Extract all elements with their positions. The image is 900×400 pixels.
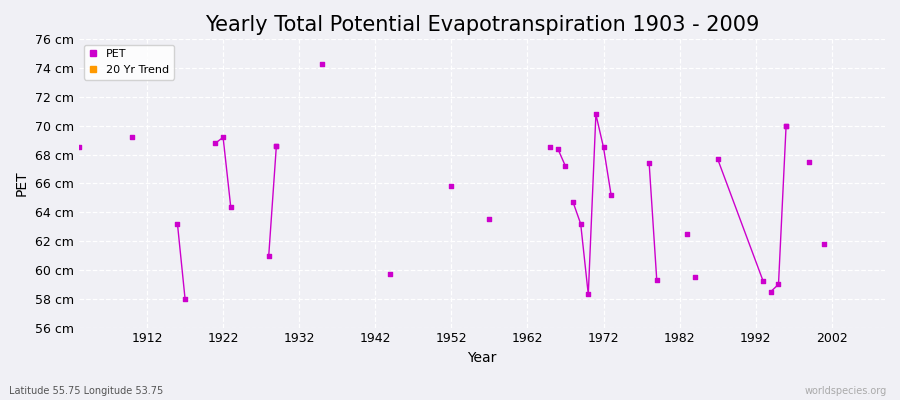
Point [802,159,816,165]
Point [551,146,565,152]
Point [642,160,656,166]
Point [216,134,230,140]
X-axis label: Year: Year [467,351,497,365]
Point [208,140,222,146]
Point [269,143,284,149]
Point [124,134,139,140]
Point [680,231,695,237]
Point [269,143,284,149]
Title: Yearly Total Potential Evapotranspiration 1903 - 2009: Yearly Total Potential Evapotranspiratio… [204,15,759,35]
Point [573,221,588,227]
Legend: PET, 20 Yr Trend: PET, 20 Yr Trend [84,45,174,80]
Point [817,241,832,247]
Point [566,199,580,205]
Text: worldspecies.org: worldspecies.org [805,386,886,396]
Point [178,296,193,302]
Point [710,156,724,162]
Point [262,252,276,259]
Point [756,278,770,285]
Point [764,288,778,295]
Point [482,216,497,223]
Point [688,274,702,280]
Point [778,123,793,129]
Point [383,271,398,278]
Point [558,163,572,169]
Y-axis label: PET: PET [15,171,29,196]
Point [581,291,596,298]
Point [597,144,611,151]
Point [778,123,793,129]
Point [71,144,86,151]
Text: Latitude 55.75 Longitude 53.75: Latitude 55.75 Longitude 53.75 [9,386,163,396]
Point [223,203,238,210]
Point [444,183,458,190]
Point [170,221,184,227]
Point [771,281,786,288]
Point [650,277,664,283]
Point [543,144,557,151]
Point [589,111,603,118]
Point [315,61,329,67]
Point [604,192,618,198]
